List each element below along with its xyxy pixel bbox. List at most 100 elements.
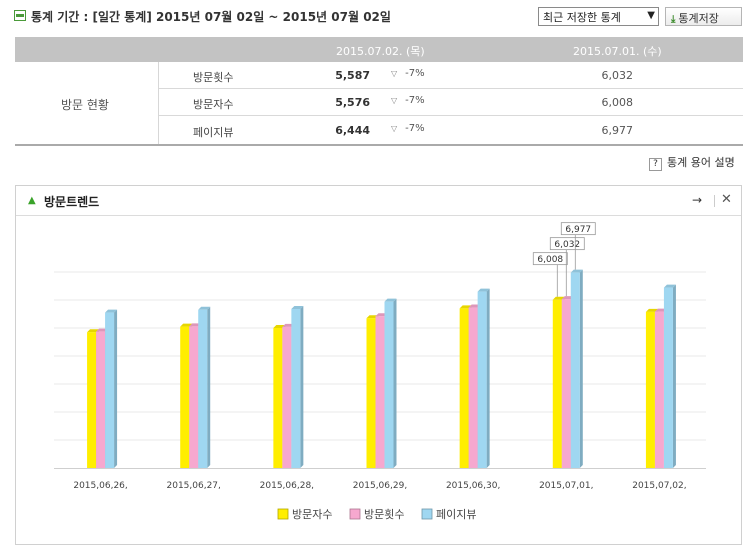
bar-top bbox=[105, 309, 118, 313]
col-previous-date: 2015.07.01. (수) bbox=[573, 45, 662, 58]
bar-top bbox=[570, 269, 583, 273]
bar-top bbox=[384, 298, 397, 302]
glossary-link[interactable]: ? 통계 용어 설명 bbox=[649, 154, 735, 171]
table-row: 페이지뷰 6,444 ▽ -7% 6,977 bbox=[159, 117, 743, 144]
metric-name: 페이지뷰 bbox=[193, 126, 234, 139]
data-label-box bbox=[549, 237, 585, 251]
bar bbox=[645, 311, 655, 468]
trend-chart: 2015,06,26, 2015,06,27, 2015,06,28, 2015,06… bbox=[54, 222, 706, 521]
bar-top bbox=[477, 288, 490, 292]
table-row: 방문자수 5,576 ▽ -7% 6,008 bbox=[159, 89, 743, 116]
data-label-box bbox=[532, 252, 568, 266]
down-triangle-icon: ▽ bbox=[391, 96, 398, 105]
bar-top bbox=[198, 306, 211, 310]
bar-top bbox=[552, 296, 565, 300]
col-current-date: 2015.07.02. (목) bbox=[336, 45, 425, 58]
bar bbox=[384, 301, 394, 468]
bar bbox=[570, 272, 580, 468]
group-label-cell: 방문 현황 bbox=[15, 62, 159, 144]
group-label: 방문 현황 bbox=[61, 98, 109, 112]
bar-top bbox=[180, 323, 193, 327]
bar bbox=[180, 326, 190, 468]
x-tick-label: 2015,06,30, bbox=[446, 481, 500, 491]
legend-label: 방문횟수 bbox=[364, 508, 404, 521]
down-triangle-icon: ▽ bbox=[391, 124, 398, 133]
x-tick-label: 2015,06,29, bbox=[353, 481, 407, 491]
bar-side bbox=[207, 306, 211, 468]
bar bbox=[87, 332, 97, 468]
down-triangle-icon: ▽ bbox=[391, 69, 398, 78]
stats-table: 방문 현황 방문횟수 5,587 ▽ -7% 6,032 방문자수 5,576 ▽… bbox=[15, 62, 743, 146]
arrow-right-icon[interactable]: → bbox=[692, 193, 703, 207]
saved-stats-select-value: 최근 저장한 통계 bbox=[543, 11, 621, 24]
bar bbox=[654, 311, 664, 468]
period-text: 통계 기간 : [일간 통계] 2015년 07월 02일 ~ 2015년 07… bbox=[31, 10, 391, 24]
bar bbox=[459, 308, 469, 468]
table-row: 방문횟수 5,587 ▽ -7% 6,032 bbox=[159, 62, 743, 89]
data-label-box bbox=[560, 222, 596, 236]
bar bbox=[189, 326, 199, 468]
bar bbox=[366, 318, 376, 468]
bar-side bbox=[393, 298, 397, 468]
legend-swatch bbox=[277, 508, 289, 520]
bar bbox=[282, 326, 292, 468]
legend-label: 방문자수 bbox=[292, 508, 332, 521]
collapse-caret-icon[interactable]: ▲ bbox=[28, 195, 36, 206]
save-stats-button[interactable]: ⤓ 통계저장 bbox=[665, 7, 742, 26]
bar-top bbox=[87, 329, 100, 333]
bar-top bbox=[645, 308, 658, 312]
bar-side bbox=[672, 284, 676, 468]
x-tick-label: 2015,06,26, bbox=[73, 481, 127, 491]
bar bbox=[291, 308, 301, 468]
bar-side bbox=[114, 309, 118, 468]
legend-swatch bbox=[421, 508, 433, 520]
bar bbox=[96, 331, 106, 468]
current-value: 6,444 bbox=[335, 124, 370, 137]
change-value: ▽ -7% bbox=[391, 95, 425, 106]
legend-label: 페이지뷰 bbox=[436, 508, 476, 521]
change-value: ▽ -7% bbox=[391, 123, 425, 134]
metric-name: 방문횟수 bbox=[193, 71, 234, 84]
bar bbox=[477, 291, 487, 468]
save-stats-label: 통계저장 bbox=[678, 12, 719, 25]
metric-name: 방문자수 bbox=[193, 98, 234, 111]
x-tick-label: 2015,07,01, bbox=[539, 481, 593, 491]
trend-panel-header: ▲ 방문트렌드 → ✕ bbox=[16, 186, 741, 216]
bar bbox=[663, 287, 673, 468]
current-value: 5,587 bbox=[335, 69, 370, 82]
bar-side bbox=[300, 305, 304, 468]
change-value: ▽ -7% bbox=[391, 68, 425, 79]
bar-top bbox=[291, 305, 304, 309]
close-icon[interactable]: ✕ bbox=[721, 192, 732, 207]
bar bbox=[105, 312, 115, 468]
help-icon: ? bbox=[649, 158, 662, 171]
data-label: 6,008 bbox=[537, 255, 563, 265]
x-tick-label: 2015,06,28, bbox=[260, 481, 314, 491]
x-tick-label: 2015,07,02, bbox=[632, 481, 686, 491]
bar bbox=[552, 299, 562, 468]
data-label: 6,032 bbox=[554, 240, 580, 250]
bar bbox=[273, 328, 283, 468]
stats-table-header: 2015.07.02. (목) 2015.07.01. (수) bbox=[15, 37, 743, 62]
data-label: 6,977 bbox=[565, 225, 591, 235]
trend-panel: ▲ 방문트렌드 → ✕ 2015,06,26, 2015,06,27, 2015,0… bbox=[15, 185, 742, 545]
calendar-icon bbox=[14, 10, 26, 21]
change-percent: -7% bbox=[405, 68, 425, 79]
glossary-label: 통계 용어 설명 bbox=[667, 156, 735, 169]
download-icon: ⤓ bbox=[671, 14, 676, 25]
change-percent: -7% bbox=[405, 95, 425, 106]
x-tick-label: 2015,06,27, bbox=[167, 481, 221, 491]
chevron-down-icon: ▼ bbox=[647, 10, 655, 21]
stats-period-bar: 통계 기간 : [일간 통계] 2015년 07월 02일 ~ 2015년 07… bbox=[14, 7, 743, 27]
legend-swatch bbox=[349, 508, 361, 520]
saved-stats-select[interactable]: 최근 저장한 통계 ▼ bbox=[538, 7, 659, 26]
bar bbox=[468, 307, 478, 468]
bar bbox=[198, 309, 208, 468]
current-value: 5,576 bbox=[335, 96, 370, 109]
previous-value: 6,032 bbox=[601, 69, 634, 82]
previous-value: 6,008 bbox=[601, 96, 634, 109]
bar bbox=[561, 299, 571, 468]
change-percent: -7% bbox=[405, 123, 425, 134]
divider bbox=[714, 195, 715, 207]
bar-side bbox=[486, 288, 490, 468]
